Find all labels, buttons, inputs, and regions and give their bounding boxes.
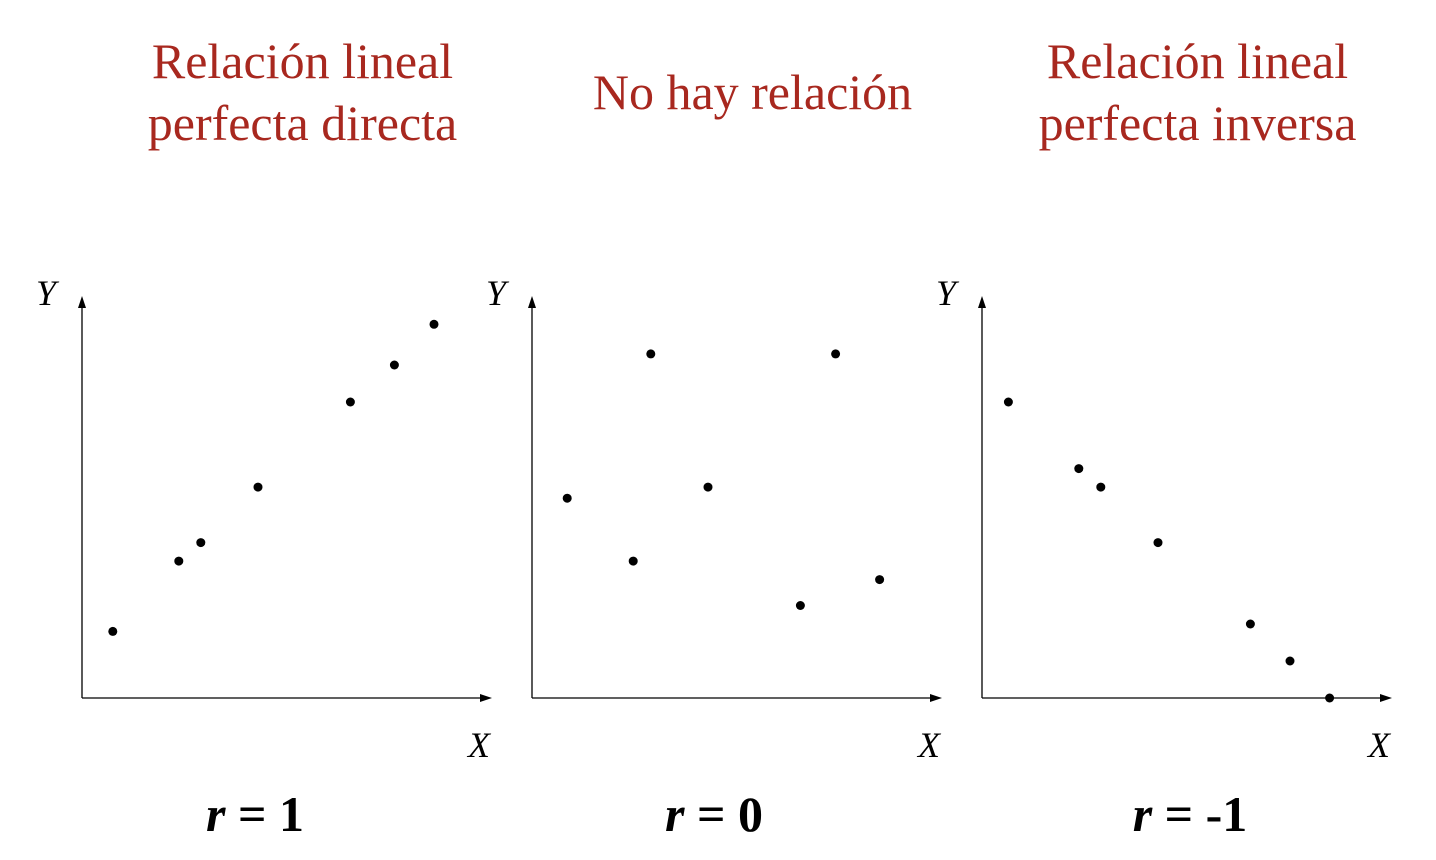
chart-2-r-var: r [665,786,685,842]
chart-1-x-arrow [480,694,492,702]
chart-2-point-4 [703,482,713,492]
chart-1-point-6 [389,360,399,370]
chart-3-r-var: r [1132,786,1153,842]
chart-1-point-2 [174,556,184,566]
chart-3-point-7 [1325,693,1335,703]
chart-3-r-label: r = -1 [1040,785,1340,843]
chart-3-point-3 [1096,482,1106,492]
chart-1-x-label: X [466,725,492,765]
chart-1-point-7 [429,319,439,329]
chart-2-r-label: r = 0 [564,785,864,843]
chart-2-y-label: Y [486,273,510,313]
chart-1-title: Relación lineal perfecta directa [147,33,458,151]
chart-2-y-arrow [528,296,536,308]
chart-2-x-arrow [930,694,942,702]
chart-2-point-3 [646,349,656,359]
chart-1-y-arrow [78,296,86,308]
chart-1-point-1 [108,626,118,636]
chart-1-point-3 [196,538,206,548]
chart-1-r-label: r = 1 [105,785,405,843]
chart-2-title: No hay relación [592,64,913,120]
chart-3-point-6 [1285,656,1295,666]
chart-3-x-arrow [1380,694,1392,702]
chart-2-r-value: = 0 [684,786,763,842]
chart-2-point-1 [562,493,572,503]
chart-2-point-5 [795,601,805,610]
chart-3-y-label: Y [936,273,960,313]
chart-3-title: Relación lineal perfecta inversa [1038,33,1357,151]
chart-3-point-4 [1153,538,1163,548]
chart-1-point-5 [345,397,355,407]
chart-3-y-arrow [978,296,986,308]
chart-1-r-var: r [206,786,226,842]
chart-2-point-7 [875,575,885,585]
chart-3-point-1 [1003,397,1013,407]
chart-1-y-label: Y [36,273,60,313]
chart-2-point-6 [831,349,841,359]
chart-1-r-value: = 1 [225,786,304,842]
chart-3-point-2 [1074,464,1084,474]
chart-1-point-4 [253,482,263,492]
chart-3-r-value: = -1 [1152,786,1248,842]
chart-3-x-label: X [1366,725,1392,765]
chart-2-x-label: X [916,725,942,765]
chart-2-point-2 [628,556,638,566]
chart-3-point-5 [1245,619,1255,629]
